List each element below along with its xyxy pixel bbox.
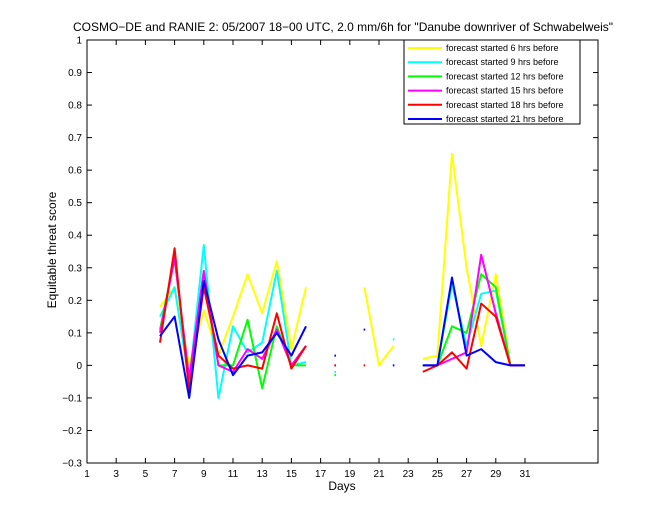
x-tick-label: 27 bbox=[461, 469, 473, 480]
y-tick-label: 0.7 bbox=[68, 133, 82, 144]
legend-entry: forecast started 9 hrs before bbox=[446, 57, 559, 67]
series-6 bbox=[159, 276, 525, 399]
y-tick-label: 0.5 bbox=[68, 198, 82, 209]
series-line bbox=[422, 276, 525, 367]
x-tick-label: 29 bbox=[490, 469, 502, 480]
series-line bbox=[159, 247, 307, 393]
x-tick-label: 1 bbox=[84, 469, 90, 480]
y-axis-label: Equitable threat score bbox=[45, 191, 59, 308]
y-tick-label: −0.1 bbox=[62, 393, 82, 404]
x-tick-label: 25 bbox=[432, 469, 444, 480]
legend-entry: forecast started 6 hrs before bbox=[446, 43, 559, 53]
y-tick-label: −0.2 bbox=[62, 426, 82, 437]
legend-box bbox=[403, 39, 581, 125]
x-tick-label: 3 bbox=[113, 469, 119, 480]
legend-entry: forecast started 15 hrs before bbox=[446, 86, 564, 96]
y-tick-label: 0.8 bbox=[68, 101, 82, 112]
chart-title: COSMO−DE and RANIE 2: 05/2007 18−00 UTC,… bbox=[73, 20, 613, 34]
x-tick-label: 7 bbox=[172, 469, 178, 480]
y-tick-label: 0.6 bbox=[68, 166, 82, 177]
y-tick-label: 0.4 bbox=[68, 231, 82, 242]
legend-entry: forecast started 12 hrs before bbox=[446, 71, 564, 81]
x-tick-label: 17 bbox=[315, 469, 327, 480]
x-tick-label: 21 bbox=[373, 469, 385, 480]
x-tick-label: 11 bbox=[228, 469, 239, 480]
series-line bbox=[363, 287, 395, 367]
x-tick-label: 5 bbox=[143, 469, 149, 480]
y-tick-label: 0.2 bbox=[68, 296, 82, 307]
series-line bbox=[422, 302, 525, 373]
x-tick-label: 13 bbox=[257, 469, 269, 480]
series-5 bbox=[159, 247, 525, 393]
x-tick-label: 15 bbox=[286, 469, 298, 480]
series-layer bbox=[159, 152, 525, 399]
axis-ticks: 1 3 5 7 9 11 13 15 17 19 21 23 25 27 29 31−0.3−0.2−0.10… bbox=[62, 36, 598, 480]
x-axis-label: Days bbox=[328, 479, 355, 493]
series-line bbox=[159, 279, 307, 399]
y-tick-label: 0.1 bbox=[68, 328, 82, 339]
legend-entry: forecast started 18 hrs before bbox=[446, 100, 564, 110]
y-tick-label: −0.3 bbox=[62, 459, 82, 470]
y-tick-label: 0 bbox=[76, 361, 82, 372]
y-tick-label: 1 bbox=[76, 36, 82, 47]
legend: forecast started 6 hrs before forecast st… bbox=[403, 39, 581, 125]
legend-entry: forecast started 21 hrs before bbox=[446, 114, 564, 124]
x-tick-label: 19 bbox=[344, 469, 356, 480]
y-tick-label: 0.3 bbox=[68, 263, 82, 274]
x-tick-label: 23 bbox=[403, 469, 415, 480]
y-tick-label: 0.9 bbox=[68, 68, 82, 79]
x-tick-label: 9 bbox=[201, 469, 207, 480]
x-tick-label: 31 bbox=[519, 469, 531, 480]
